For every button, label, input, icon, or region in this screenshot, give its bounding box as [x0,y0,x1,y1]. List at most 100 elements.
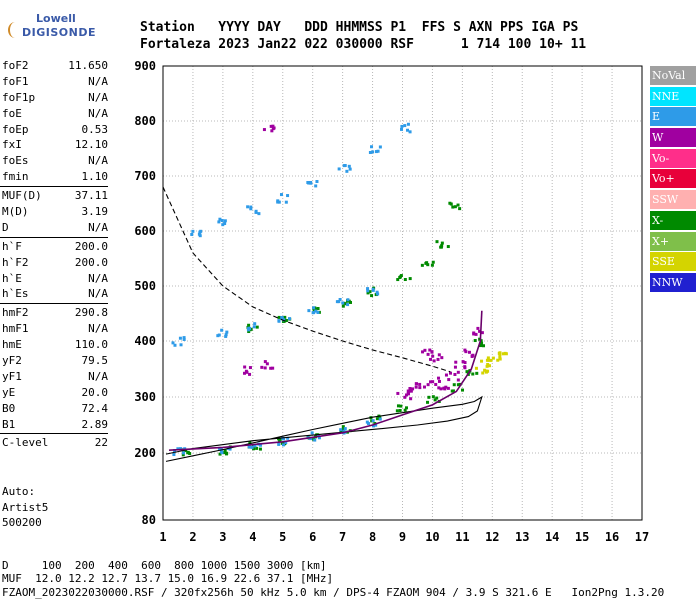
param-row: M(D) 3.19 [0,204,108,220]
param-name: h`Es [2,287,29,301]
echo-point-x [458,382,462,386]
echo-point-w [480,331,484,335]
echo-point-x [368,290,372,294]
param-row: yF2 79.5 [0,353,108,369]
echo-point-w [271,366,275,370]
echo-point-x [440,241,444,245]
echo-point-w [405,393,409,397]
echo-point-w [456,378,460,382]
echo-point-w [470,354,474,358]
echo-point-x [341,304,345,308]
echo-point-e [368,150,372,154]
echo-point-e [249,207,253,211]
echo-point-w [463,361,467,365]
echo-point-x [446,245,450,249]
echo-point-w [464,350,468,354]
echo-point-e [316,310,320,314]
param-row: hmF1 N/A [0,321,108,337]
echo-point-w [426,352,430,356]
echo-point-e [288,317,292,321]
legend-item-nnw: NNW [650,272,696,292]
echo-point-x [396,278,400,282]
echo-point-sse [483,368,487,372]
echo-point-x [479,344,483,348]
echo-point-w [474,332,478,336]
echo-point-x [450,389,454,393]
echo-point-x [339,429,343,433]
echo-point-e [314,309,318,313]
param-name: MUF(D) [2,189,42,203]
echo-point-w [430,350,434,354]
param-name: foF1p [2,90,36,104]
param-value: N/A [88,154,108,168]
echo-point-w [426,383,430,387]
legend-item-xplus: X+ [650,231,696,251]
echo-point-x [452,383,456,387]
param-row: hmF2 290.8 [0,305,108,321]
echo-point-w [453,372,457,376]
echo-point-e [218,217,222,221]
scaled-parameters-panel: foF2 11.650 foF1 N/A foF1p N/A foE N/A foEp 0.53 f… [0,58,108,451]
auto-program: Artist5 [2,500,49,514]
x-tick-label: 6 [309,530,316,544]
echo-point-e [247,445,251,449]
echo-point-e [197,232,201,236]
param-name: hmF1 [2,322,29,336]
logo-line1: Lowell [36,12,76,25]
echo-point-e [220,218,224,222]
param-value: 37.11 [74,189,108,203]
param-value: 110.0 [74,338,108,352]
legend-item-xminus: X- [650,210,696,230]
param-row: foEs N/A [0,153,108,169]
echo-point-e [182,336,186,340]
echo-point-sse [498,357,502,361]
echo-point-x [426,400,430,404]
param-value: 79.5 [81,354,109,368]
y-tick-label: 800 [134,114,156,128]
echo-point-e [279,193,283,197]
y-tick-label: 700 [134,169,156,183]
param-separator [0,433,108,435]
echo-point-sse [486,356,490,360]
x-tick-label: 2 [189,530,196,544]
legend-item-noval: NoVal [650,66,696,85]
curve-profile [165,395,483,462]
param-row: MUF(D) 37.11 [0,188,108,204]
echo-point-w [454,360,458,364]
echo-point-x [370,294,374,298]
param-value: 1.10 [81,170,109,184]
y-tick-label: 300 [134,390,156,404]
echo-point-x [258,447,262,451]
echo-point-w [403,395,407,399]
legend-item-ssw: SSW [650,190,696,210]
param-name: yF2 [2,354,22,368]
echo-point-x [433,398,437,402]
param-value: N/A [88,74,108,88]
echo-point-w [418,386,422,390]
param-value: 20.0 [81,385,109,399]
echo-point-e [346,298,350,302]
logo-line2: DIGISONDE [22,26,96,39]
echo-point-x [252,447,256,451]
distance-row: D 100 200 400 600 800 1000 1500 3000 [km… [2,559,327,572]
echo-point-e [311,311,315,315]
echo-point-w [271,127,275,131]
muf-row: MUF 12.0 12.2 12.7 13.7 15.0 16.9 22.6 3… [2,572,334,585]
param-name: M(D) [2,205,29,219]
echo-point-e [370,145,374,149]
echo-point-sse [485,364,489,368]
echo-point-e [224,333,228,337]
echo-point-w [432,359,436,363]
echo-point-w [456,370,460,374]
echo-point-e [378,417,382,421]
echo-point-e [314,184,318,188]
echo-point-e [250,445,254,449]
param-value: N/A [88,220,108,234]
echo-point-e [191,229,195,233]
echo-point-e [179,447,183,451]
echo-point-e [225,330,229,334]
echo-point-w [243,371,247,375]
x-tick-label: 10 [425,530,439,544]
x-tick-label: 7 [339,530,346,544]
echo-point-e [310,431,314,435]
